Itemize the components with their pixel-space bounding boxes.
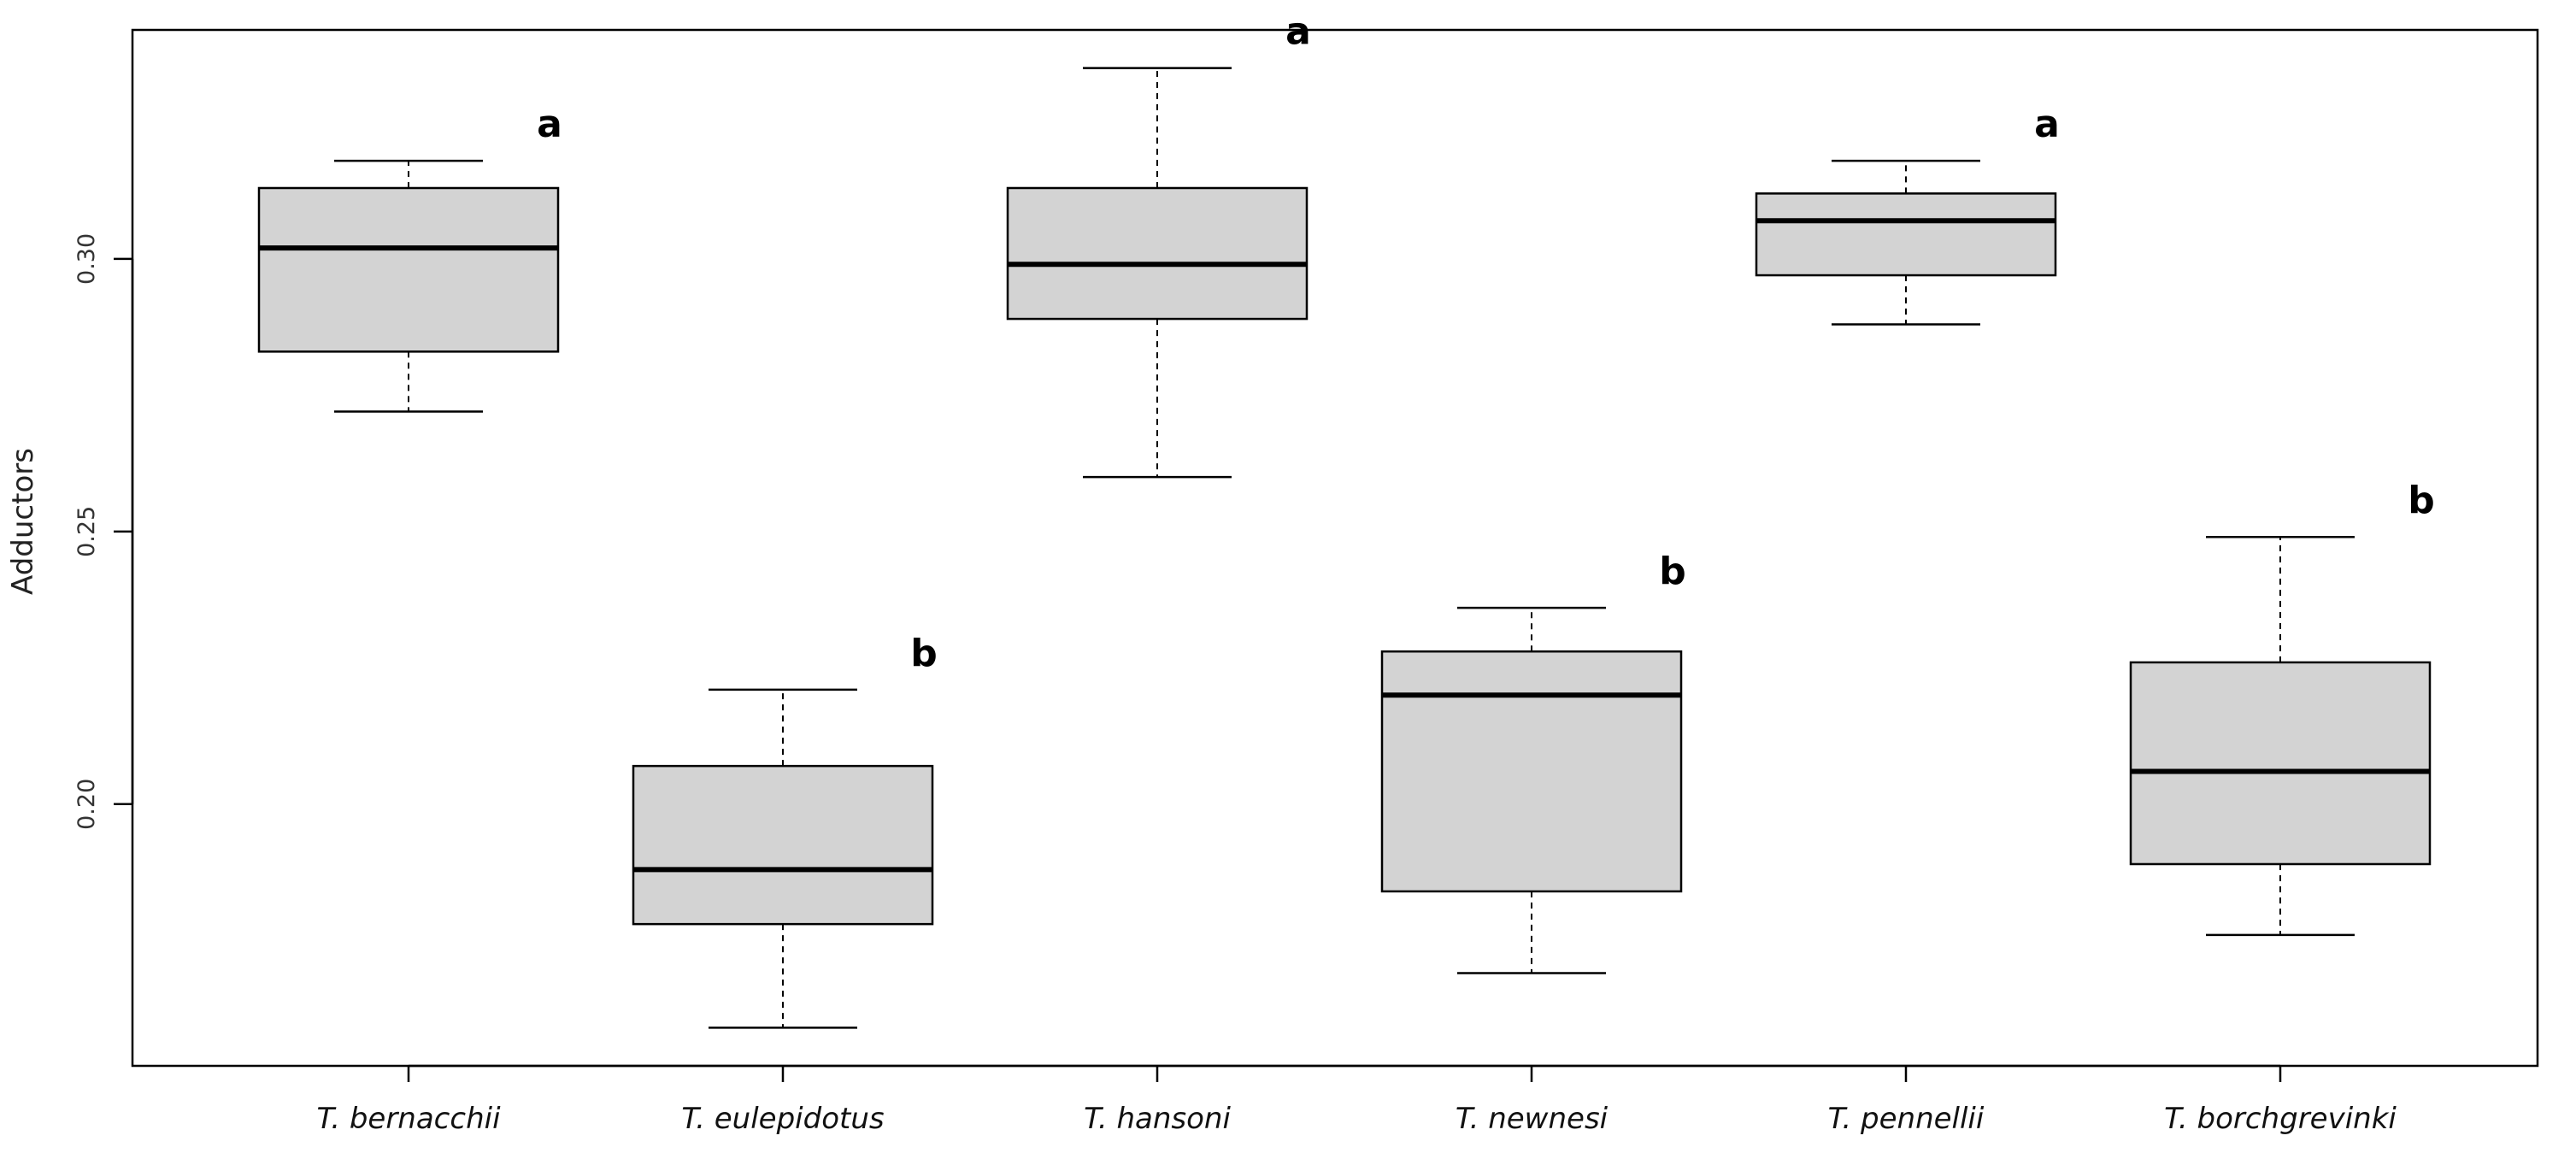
iqr-box (1006, 186, 1309, 321)
y-tick-label: 0.25 (74, 506, 100, 557)
x-tick-label: T. borchgrevinki (2164, 1102, 2397, 1136)
iqr-box (632, 764, 934, 926)
box-group: a (257, 103, 562, 413)
significance-letter: b (2408, 479, 2435, 522)
significance-letter: a (2034, 103, 2060, 146)
x-tick-label: T. hansoni (1084, 1102, 1231, 1136)
box-group: a (1006, 10, 1311, 479)
iqr-box (1380, 650, 1683, 893)
iqr-box (2129, 661, 2432, 866)
x-axis: T. bernacchii T. eulepidotus T. hansoni T. … (316, 1064, 2397, 1136)
plot-frame (131, 28, 2539, 1068)
significance-letter: b (910, 632, 938, 675)
significance-letter: b (1659, 550, 1686, 593)
y-tick-label: 0.20 (74, 779, 100, 830)
y-axis-label: Adductors (6, 448, 40, 595)
box-group: a (1755, 103, 2060, 326)
x-tick-label: T. bernacchii (316, 1102, 501, 1136)
x-tick-label: T. pennellii (1828, 1102, 1985, 1136)
iqr-box (1755, 192, 2057, 277)
box-series: a b a b a b (257, 10, 2435, 1029)
x-tick-label: T. eulepidotus (681, 1102, 884, 1136)
y-axis: 0.20 0.25 0.30 (74, 233, 134, 830)
significance-letter: a (1285, 10, 1311, 54)
significance-letter: a (537, 103, 562, 146)
iqr-box (257, 186, 560, 353)
box-group: b (632, 632, 938, 1029)
x-tick-label: T. newnesi (1456, 1102, 1609, 1136)
box-group: b (2129, 479, 2435, 937)
box-group: b (1380, 550, 1686, 974)
y-tick-label: 0.30 (74, 233, 100, 285)
